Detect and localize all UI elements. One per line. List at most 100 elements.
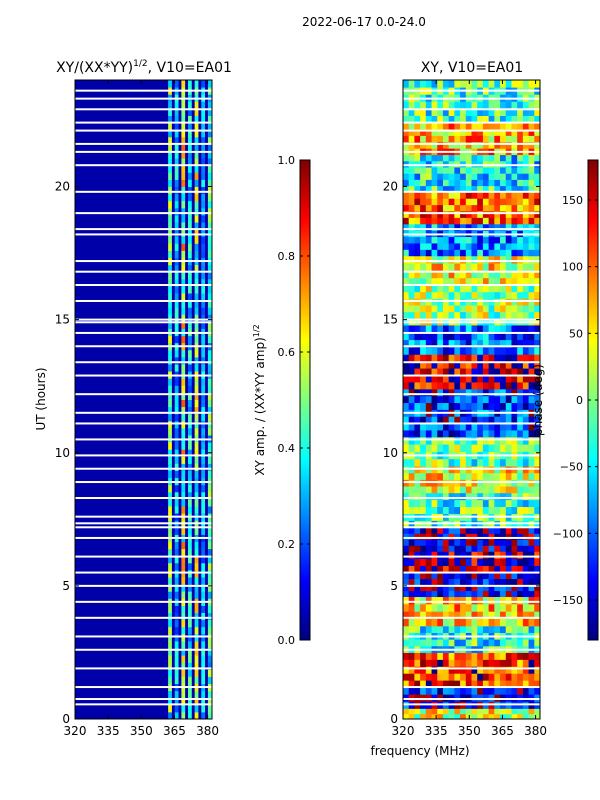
- right-heatmap-cell: [494, 499, 501, 508]
- right-heatmap-cell: [448, 191, 455, 199]
- right-heatmap-cell: [442, 346, 450, 355]
- left-heatmap-cell: [207, 321, 212, 329]
- right-heatmap-cell: [494, 492, 501, 501]
- right-heatmap-cell: [477, 590, 484, 598]
- right-heatmap-cell: [534, 339, 540, 348]
- right-heatmap-cell: [488, 236, 495, 244]
- right-heatmap-cell: [522, 141, 530, 149]
- left-heatmap-cell: [207, 214, 212, 223]
- left-heatmap-cell: [207, 122, 212, 131]
- left-heatmap-cell: [194, 491, 199, 500]
- left-colorbar-tick-label: 0.2: [278, 538, 296, 551]
- right-heatmap-cell: [494, 659, 501, 667]
- left-heatmap-cell: [194, 385, 199, 393]
- right-heatmap-cell: [448, 122, 455, 130]
- right-heatmap-cell: [511, 423, 518, 431]
- right-heatmap-cell: [534, 198, 540, 206]
- right-heatmap-cell: [460, 652, 467, 660]
- left-heatmap-cell: [194, 427, 199, 436]
- right-heatmap-cell: [442, 354, 450, 362]
- right-heatmap-cell: [425, 565, 433, 574]
- right-heatmap-cell: [408, 173, 415, 180]
- right-heatmap-cell: [431, 217, 438, 225]
- right-heatmap-cell: [414, 472, 421, 480]
- right-heatmap-cell: [500, 565, 507, 574]
- right-heatmap-cell: [500, 673, 507, 681]
- right-heatmap-cell: [500, 429, 507, 438]
- left-heatmap-cell: [181, 548, 186, 557]
- right-heatmap-cell: [425, 332, 433, 341]
- right-heatmap-cell: [477, 108, 484, 116]
- right-heatmap-cell: [522, 572, 530, 580]
- right-heatmap-cell: [460, 402, 467, 410]
- right-heatmap-cell: [403, 354, 410, 362]
- left-heatmap-cell: [181, 207, 186, 216]
- left-heatmap-cell: [181, 555, 186, 564]
- right-heatmap-cell: [414, 361, 421, 369]
- right-heatmap-cell: [408, 154, 415, 162]
- left-heatmap-cell: [168, 676, 172, 684]
- right-heatmap-cell: [534, 545, 540, 552]
- right-heatmap-cell: [500, 179, 507, 187]
- left-heatmap-cell: [201, 591, 206, 599]
- right-heatmap-cell: [408, 285, 415, 293]
- right-heatmap-cell: [534, 277, 540, 286]
- right-heatmap-cell: [442, 242, 450, 250]
- right-heatmap-cell: [454, 673, 461, 681]
- left-heatmap-cell: [207, 378, 212, 386]
- right-heatmap-cell: [408, 578, 415, 586]
- left-heatmap-cell: [181, 427, 186, 436]
- left-heatmap-cell: [168, 179, 172, 187]
- right-heatmap-cell: [448, 458, 455, 467]
- right-heatmap-cell: [442, 486, 450, 494]
- right-heatmap-cell: [500, 291, 507, 299]
- right-heatmap-cell: [448, 128, 455, 136]
- right-heatmap-cell: [425, 166, 433, 174]
- right-heatmap-cell: [431, 223, 438, 231]
- right-heatmap-cell: [517, 80, 524, 88]
- left-heatmap-cell: [194, 697, 199, 706]
- right-heatmap-cell: [414, 154, 421, 162]
- right-heatmap-cell: [517, 368, 524, 376]
- left-gap: [75, 299, 212, 302]
- right-heatmap-cell: [511, 694, 518, 702]
- left-heatmap-cell: [168, 456, 172, 464]
- right-heatmap-cell: [511, 242, 518, 250]
- left-heatmap-cell: [207, 427, 212, 436]
- right-colorbar-tick-label: 100: [562, 261, 583, 274]
- right-heatmap-cell: [517, 545, 524, 552]
- left-heatmap-cell: [207, 158, 212, 166]
- right-heatmap-cell: [425, 198, 433, 206]
- left-heatmap-cell: [194, 548, 199, 557]
- right-heatmap-cell: [517, 584, 524, 592]
- right-heatmap-cell: [494, 141, 501, 149]
- left-heatmap-cell: [188, 172, 192, 180]
- right-heatmap-cell: [534, 368, 540, 376]
- left-heatmap-cell: [181, 364, 186, 372]
- right-heatmap-cell: [528, 332, 535, 341]
- right-heatmap-cell: [471, 659, 478, 667]
- right-heatmap-cell: [505, 198, 512, 206]
- right-heatmap-cell: [522, 458, 530, 467]
- right-heatmap-cell: [420, 666, 427, 674]
- right-heatmap-cell: [454, 173, 461, 180]
- right-heatmap-cell: [414, 191, 421, 199]
- right-heatmap-cell: [425, 381, 433, 390]
- right-heatmap-cell: [448, 472, 455, 480]
- right-heatmap-cell: [471, 122, 478, 130]
- right-heatmap-cell: [494, 255, 501, 264]
- right-heatmap-cell: [488, 533, 495, 540]
- right-heatmap-cell: [505, 666, 512, 674]
- right-heatmap-cell: [505, 115, 512, 124]
- right-heatmap-cell: [511, 332, 518, 341]
- left-heatmap-cell: [188, 101, 192, 109]
- right-heatmap-cell: [488, 590, 495, 598]
- right-heatmap-cell: [408, 236, 415, 244]
- right-heatmap-cell: [403, 659, 410, 667]
- right-heatmap-cell: [425, 122, 433, 130]
- right-heatmap-cell: [517, 416, 524, 424]
- right-heatmap-cell: [425, 361, 433, 369]
- left-heatmap-cell: [201, 655, 206, 663]
- left-heatmap-cell: [207, 293, 212, 301]
- right-heatmap-cell: [488, 173, 495, 180]
